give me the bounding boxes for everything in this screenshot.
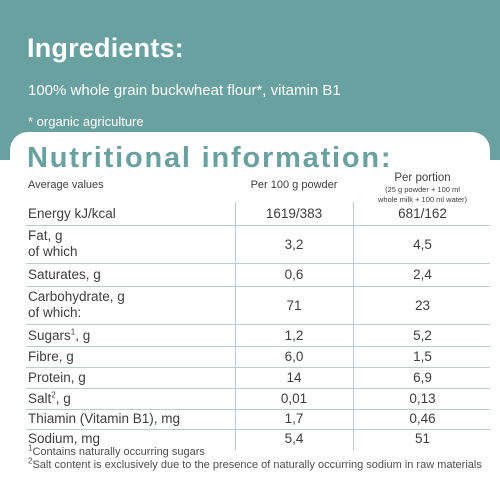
value-per-portion: 2,4 bbox=[413, 267, 432, 282]
nutrient-name-text: Sugars bbox=[28, 328, 71, 343]
footnote: 1Contains naturally occurring sugars bbox=[28, 443, 488, 459]
nutrient-name-line2: of which bbox=[28, 244, 78, 259]
value-per-100g: 3,2 bbox=[284, 237, 304, 252]
value-per-portion: 5,2 bbox=[413, 328, 432, 343]
footnote-marker: 1 bbox=[28, 443, 33, 453]
ingredients-note: * organic agriculture bbox=[28, 114, 144, 129]
header-per-100g: Per 100 g powder bbox=[250, 179, 338, 191]
nutrient-name: Protein, g bbox=[28, 370, 86, 385]
nutrition-title: Nutritional information: bbox=[27, 142, 393, 174]
row-divider bbox=[26, 346, 490, 347]
nutrient-name-line1: Carbohydrate, g bbox=[28, 289, 125, 304]
row-divider bbox=[26, 263, 490, 264]
footnote-text: Contains naturally occurring sugars bbox=[32, 446, 205, 458]
nutrient-name: Carbohydrate, g of which: bbox=[28, 289, 125, 321]
nutrient-name: Sodium, mg bbox=[28, 431, 101, 446]
footnote: 2Salt content is exclusively due to the … bbox=[28, 456, 488, 472]
nutrient-name-line2: of which: bbox=[28, 305, 82, 320]
footnote-marker: 2 bbox=[28, 456, 33, 466]
row-divider bbox=[26, 225, 490, 226]
nutrient-name: Energy kJ/kcal bbox=[28, 206, 116, 221]
ingredients-text: 100% whole grain buckwheat flour*, vitam… bbox=[28, 82, 341, 99]
nutrient-name: Sugars1, g bbox=[28, 328, 90, 344]
row-divider bbox=[26, 367, 490, 368]
row-divider bbox=[26, 324, 490, 325]
nutrient-name: Salt2, g bbox=[28, 391, 71, 407]
row-divider bbox=[26, 429, 490, 430]
value-per-100g: 6,0 bbox=[284, 349, 304, 364]
value-per-portion: 0,46 bbox=[409, 411, 436, 426]
value-per-100g: 14 bbox=[286, 370, 302, 385]
row-divider bbox=[26, 286, 490, 287]
value-per-100g: 71 bbox=[286, 298, 302, 313]
column-divider bbox=[353, 202, 354, 450]
column-divider bbox=[235, 202, 236, 450]
nutrient-name: Thiamin (Vitamin B1), mg bbox=[28, 411, 181, 426]
header-portion-detail-1: (25 g powder + 100 ml bbox=[385, 185, 460, 194]
nutrient-name-text: Salt bbox=[28, 391, 52, 406]
value-per-portion: 51 bbox=[414, 431, 431, 446]
header-per-portion: Per portion (25 g powder + 100 ml whole … bbox=[355, 172, 490, 204]
nutrient-name: Fibre, g bbox=[28, 349, 74, 364]
value-per-portion: 4,5 bbox=[413, 237, 432, 252]
ingredients-title: Ingredients: bbox=[27, 33, 184, 63]
nutrition-card bbox=[10, 132, 490, 500]
value-per-portion: 6,9 bbox=[413, 370, 432, 385]
value-per-100g: 1,2 bbox=[284, 328, 304, 343]
footnote-text: Salt content is exclusively due to the p… bbox=[32, 459, 482, 471]
row-divider bbox=[26, 409, 490, 410]
footnote-marker: 2 bbox=[51, 390, 56, 400]
footnotes: 1Contains naturally occurring sugars 2Sa… bbox=[28, 443, 488, 472]
value-per-100g: 0,6 bbox=[284, 267, 304, 282]
header-average-values: Average values bbox=[28, 179, 104, 191]
value-per-portion: 23 bbox=[414, 298, 431, 313]
value-per-100g: 1619/383 bbox=[265, 206, 323, 221]
nutrient-name-line1: Fat, g bbox=[28, 228, 63, 243]
nutrient-unit: , g bbox=[55, 391, 71, 406]
header-portion-detail-2: whole milk + 100 ml water) bbox=[378, 195, 467, 204]
value-per-portion: 1,5 bbox=[413, 349, 432, 364]
nutrient-name: Saturates, g bbox=[28, 267, 101, 282]
value-per-100g: 1,7 bbox=[284, 411, 304, 426]
row-divider bbox=[26, 388, 490, 389]
footnote-marker: 1 bbox=[70, 327, 76, 337]
header-per-portion-label: Per portion bbox=[394, 172, 451, 184]
value-per-portion: 681/162 bbox=[398, 206, 447, 221]
value-per-100g: 5,4 bbox=[284, 431, 304, 446]
value-per-100g: 0,01 bbox=[280, 391, 308, 406]
nutrient-unit: , g bbox=[75, 328, 91, 343]
nutrient-name: Fat, g of which bbox=[28, 228, 78, 260]
value-per-portion: 0,13 bbox=[409, 391, 436, 406]
